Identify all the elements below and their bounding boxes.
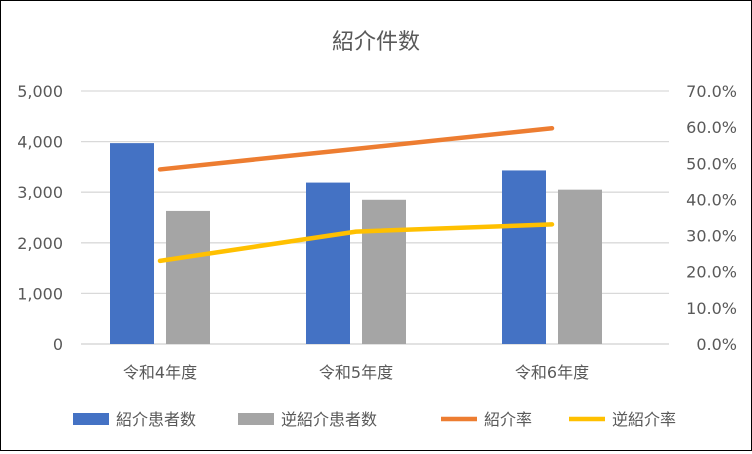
chart-title: 紹介件数 bbox=[332, 30, 420, 55]
bar-逆紹介患者数 bbox=[558, 189, 602, 344]
right-axis-tick-label: 50.0% bbox=[686, 154, 737, 173]
legend-swatch bbox=[73, 413, 109, 425]
right-axis-tick-label: 60.0% bbox=[686, 118, 737, 137]
bar-逆紹介患者数 bbox=[362, 199, 406, 344]
legend-label: 紹介患者数 bbox=[116, 410, 196, 429]
category-label: 令和5年度 bbox=[319, 363, 393, 382]
legend-label: 紹介率 bbox=[484, 410, 532, 429]
right-axis-tick-label: 40.0% bbox=[686, 190, 737, 209]
right-axis-tick-label: 20.0% bbox=[686, 263, 737, 282]
line-逆紹介率 bbox=[157, 222, 555, 264]
left-axis-tick-label: 2,000 bbox=[17, 234, 63, 253]
right-axis-tick-label: 30.0% bbox=[686, 227, 737, 246]
right-axis-tick-label: 70.0% bbox=[686, 82, 737, 101]
bar-紹介患者数 bbox=[306, 182, 350, 344]
line-紹介率 bbox=[157, 125, 555, 172]
bar-紹介患者数 bbox=[110, 143, 154, 344]
bar-紹介患者数 bbox=[502, 170, 546, 344]
left-axis-tick-label: 4,000 bbox=[17, 133, 63, 152]
legend-label: 逆紹介患者数 bbox=[281, 410, 377, 429]
left-axis-tick-label: 0 bbox=[53, 335, 63, 354]
category-label: 令和6年度 bbox=[515, 363, 589, 382]
legend-label: 逆紹介率 bbox=[612, 410, 676, 429]
category-label: 令和4年度 bbox=[123, 363, 197, 382]
bar-逆紹介患者数 bbox=[166, 210, 210, 344]
right-axis-tick-label: 10.0% bbox=[686, 299, 737, 318]
left-axis-tick-label: 5,000 bbox=[17, 82, 63, 101]
legend-swatch bbox=[238, 413, 274, 425]
right-axis-tick-label: 0.0% bbox=[696, 335, 737, 354]
left-axis-tick-label: 3,000 bbox=[17, 183, 63, 202]
left-axis-tick-label: 1,000 bbox=[17, 284, 63, 303]
